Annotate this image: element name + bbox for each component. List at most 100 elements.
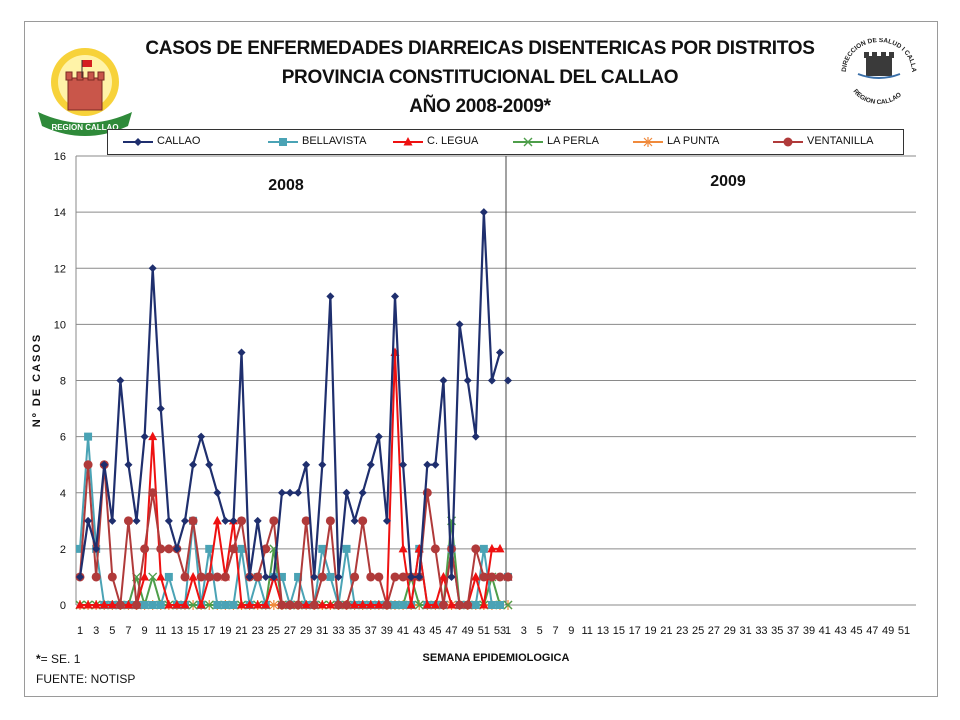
data-point-callao	[140, 432, 149, 441]
x-tick-label: 47	[866, 625, 878, 637]
data-point-ventanilla	[293, 600, 303, 610]
data-point-c-legua	[172, 600, 182, 609]
data-point-callao	[471, 432, 480, 441]
x-tick-label: 19	[644, 625, 656, 637]
legend-label-ventanilla: VENTANILLA	[807, 135, 874, 147]
data-point-c-legua	[188, 571, 198, 581]
data-point-ventanilla	[438, 600, 448, 610]
y-axis-title: Nº DE CASOS	[31, 333, 43, 427]
x-tick-label: 39	[803, 625, 815, 637]
data-point-c-legua	[196, 600, 206, 609]
data-point-callao	[181, 516, 189, 525]
data-point-callao	[286, 488, 294, 497]
legend-marker	[134, 138, 142, 146]
data-point-bellavista	[148, 601, 157, 609]
data-point-bellavista	[318, 544, 327, 553]
data-point-la-perla	[414, 600, 424, 610]
data-point-c-legua	[261, 600, 271, 609]
legend-swatch-la-perla	[513, 137, 543, 147]
data-point-ventanilla	[220, 572, 230, 582]
x-tick-label: 29	[300, 625, 312, 637]
data-point-bellavista	[479, 544, 488, 553]
data-point-ventanilla	[148, 488, 158, 498]
x-tick-label: 11	[155, 625, 166, 637]
data-point-ventanilla	[309, 600, 319, 610]
y-tick-label: 6	[60, 432, 66, 444]
x-tick-label: 41	[397, 625, 409, 637]
data-point-ventanilla	[253, 572, 263, 582]
data-point-c-legua	[245, 600, 255, 609]
data-point-ventanilla	[228, 544, 238, 554]
x-tick-label: 17	[629, 625, 641, 637]
data-point-callao	[496, 348, 504, 357]
data-point-callao	[318, 460, 327, 469]
data-point-ventanilla	[140, 544, 150, 554]
data-point-ventanilla	[83, 460, 93, 470]
data-point-c-legua	[253, 600, 263, 609]
data-point-c-legua	[366, 600, 376, 609]
data-point-ventanilla	[196, 572, 206, 582]
x-tick-label: 31	[316, 625, 328, 637]
period-label-2008: 2008	[268, 177, 304, 194]
data-point-bellavista	[471, 601, 480, 609]
data-point-la-punta	[269, 600, 279, 610]
data-point-callao	[84, 516, 93, 525]
data-point-c-legua	[91, 600, 101, 609]
data-point-callao	[277, 488, 286, 497]
data-point-callao	[148, 264, 157, 273]
legend-swatch-callao	[123, 138, 153, 146]
data-point-ventanilla	[503, 572, 513, 582]
x-tick-label: 49	[462, 625, 474, 637]
data-point-la-perla	[204, 600, 214, 610]
legend-marker	[783, 137, 793, 147]
legend-label-callao: CALLAO	[157, 135, 201, 147]
x-tick-label: 19	[219, 625, 231, 637]
data-point-bellavista	[229, 601, 238, 609]
data-point-ventanilla	[325, 516, 335, 526]
data-point-callao	[407, 572, 416, 581]
data-point-c-legua	[164, 600, 174, 609]
data-point-callao	[197, 432, 206, 441]
data-point-ventanilla	[277, 600, 287, 610]
x-tick-label: 27	[284, 625, 296, 637]
x-tick-label: 3	[93, 625, 99, 637]
data-point-ventanilla	[463, 600, 473, 610]
x-tick-label: 27	[708, 625, 720, 637]
data-point-callao	[156, 404, 165, 413]
chart-title-line-3: AÑO 2008-2009*	[409, 96, 551, 117]
data-point-bellavista	[213, 601, 222, 609]
data-point-callao	[415, 572, 424, 581]
data-point-callao	[439, 376, 448, 385]
data-point-callao	[245, 572, 254, 581]
data-point-bellavista	[277, 572, 286, 581]
x-tick-label: 23	[252, 625, 264, 637]
data-point-c-legua	[374, 600, 384, 609]
x-tick-label: 43	[413, 625, 425, 637]
data-point-callao	[463, 376, 472, 385]
x-tick-label: 1	[505, 625, 511, 637]
data-point-bellavista	[391, 601, 399, 609]
legend-label-la-punta: LA PUNTA	[667, 135, 720, 147]
y-tick-label: 12	[54, 263, 66, 275]
data-point-callao	[132, 516, 141, 525]
data-point-ventanilla	[156, 544, 166, 554]
period-label-2009: 2009	[710, 173, 746, 190]
data-point-callao	[261, 572, 270, 581]
data-point-bellavista	[221, 601, 230, 609]
y-tick-label: 16	[54, 151, 66, 163]
data-point-callao	[342, 488, 351, 497]
y-tick-label: 2	[60, 544, 66, 556]
x-tick-label: 51	[478, 625, 490, 637]
data-point-c-legua	[406, 600, 416, 609]
data-point-callao	[423, 460, 432, 469]
data-point-callao	[124, 460, 133, 469]
chart-legend: CALLAO BELLAVISTA C. LEGUA LA PERLA LA PUNTA…	[107, 129, 904, 155]
data-point-c-legua	[447, 600, 457, 609]
data-point-c-legua	[487, 543, 497, 553]
y-tick-label: 14	[54, 207, 66, 219]
data-point-callao	[374, 432, 383, 441]
data-point-callao	[310, 572, 319, 581]
data-point-callao	[326, 292, 335, 301]
data-point-ventanilla	[164, 544, 174, 554]
data-point-ventanilla	[479, 572, 489, 582]
